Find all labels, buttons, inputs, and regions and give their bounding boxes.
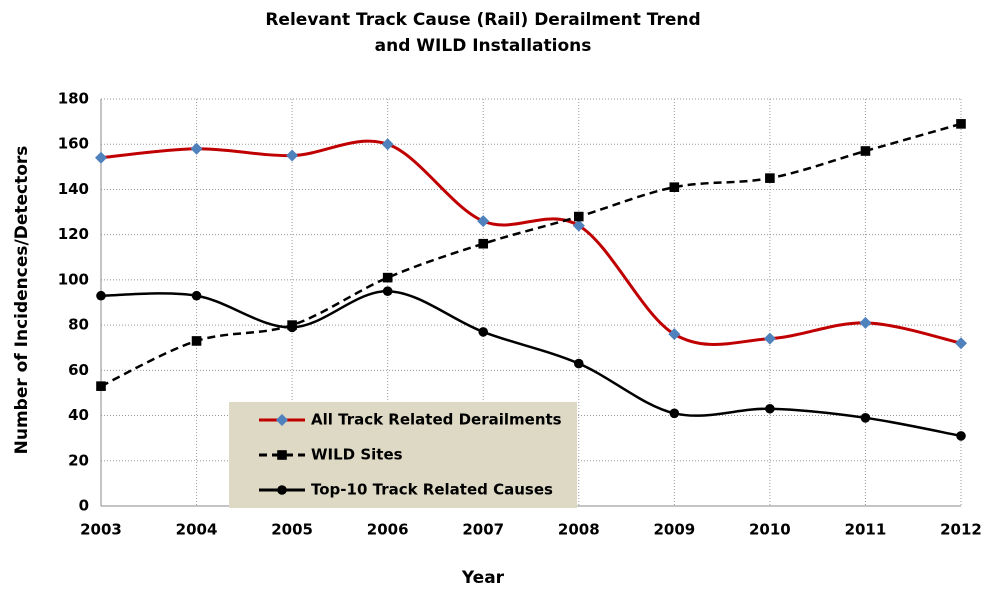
x-tick-label: 2005 <box>271 521 313 539</box>
marker <box>573 358 584 369</box>
y-tick-label: 0 <box>79 497 89 515</box>
marker <box>860 146 871 156</box>
x-tick-label: 2011 <box>845 521 887 539</box>
marker <box>859 316 872 329</box>
marker <box>478 238 489 249</box>
legend-label: All Track Related Derailments <box>311 411 562 429</box>
marker <box>478 327 489 337</box>
marker <box>573 211 584 222</box>
marker <box>860 413 871 423</box>
marker <box>572 219 585 232</box>
y-tick-label: 140 <box>58 180 89 198</box>
y-tick-label: 100 <box>58 270 89 288</box>
marker <box>381 138 394 151</box>
marker <box>287 322 297 333</box>
x-axis-label: Year <box>461 568 505 588</box>
marker <box>96 290 106 301</box>
x-tick-label: 2008 <box>558 521 600 539</box>
x-tick-label: 2010 <box>749 521 791 539</box>
y-tick-label: 180 <box>58 90 89 108</box>
y-tick-label: 160 <box>58 135 89 153</box>
marker <box>477 215 490 228</box>
chart-title: and WILD Installations <box>375 36 592 56</box>
series-line <box>100 289 962 438</box>
marker <box>765 403 775 414</box>
y-tick-label: 60 <box>68 361 89 379</box>
marker <box>765 173 775 183</box>
series-line <box>100 139 962 346</box>
marker <box>191 290 202 301</box>
marker <box>191 336 202 346</box>
marker <box>190 142 203 155</box>
chart-title: Relevant Track Cause (Rail) Derailment T… <box>265 10 700 30</box>
marker <box>956 431 966 441</box>
marker <box>955 337 967 350</box>
legend-label: Top-10 Track Related Causes <box>311 481 553 499</box>
x-tick-label: 2007 <box>462 521 504 539</box>
legend-marker <box>277 450 287 460</box>
marker <box>669 408 680 419</box>
legend-marker <box>277 485 287 495</box>
marker <box>286 149 299 162</box>
y-tick-label: 40 <box>68 406 89 424</box>
marker <box>669 182 680 192</box>
y-axis-label: Number of Incidences/Detectors <box>12 146 32 455</box>
x-tick-label: 2009 <box>653 521 695 539</box>
marker <box>763 332 776 345</box>
marker <box>668 328 681 341</box>
marker <box>96 381 106 391</box>
marker <box>95 151 107 164</box>
y-tick-label: 80 <box>68 316 89 334</box>
x-tick-label: 2003 <box>80 521 122 539</box>
x-tick-label: 2012 <box>940 521 982 539</box>
marker <box>382 286 393 296</box>
legend-marker <box>276 414 288 426</box>
marker <box>956 119 966 129</box>
x-tick-label: 2004 <box>176 521 218 539</box>
y-tick-label: 20 <box>68 451 89 469</box>
marker <box>382 272 393 283</box>
legend-label: WILD Sites <box>311 446 403 464</box>
x-tick-label: 2006 <box>367 521 409 539</box>
y-tick-label: 120 <box>58 225 89 243</box>
